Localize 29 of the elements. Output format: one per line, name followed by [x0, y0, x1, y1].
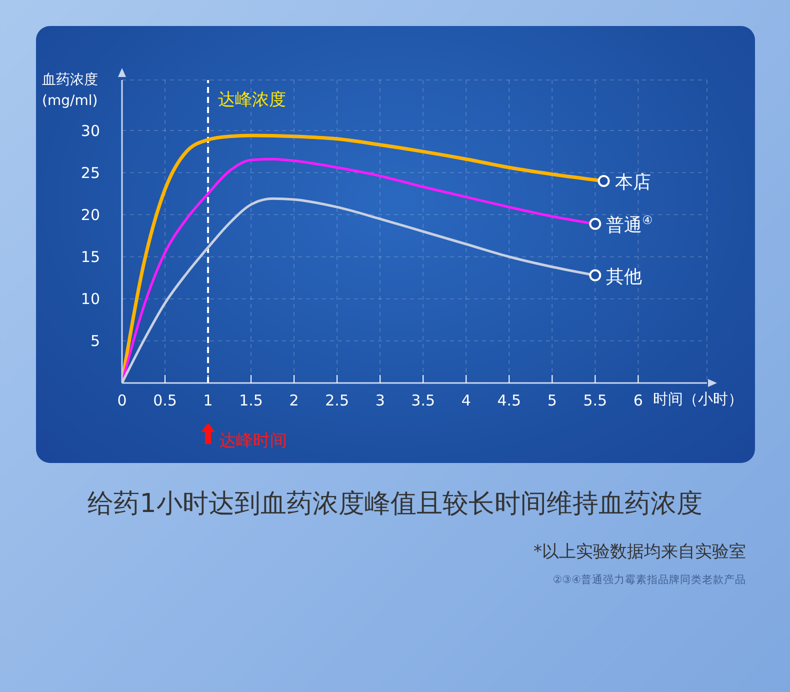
x-tick-label: 1.5 [239, 392, 263, 410]
y-tick-label: 25 [80, 164, 100, 182]
series-label: 其他 [606, 266, 642, 288]
ref-line-label: 达峰浓度 [218, 90, 286, 110]
x-tick-label: 4.5 [497, 392, 522, 410]
x-tick-label: 2 [289, 392, 299, 410]
x-tick-label: 3.5 [411, 392, 436, 410]
x-tick-label: 5 [547, 392, 557, 410]
x-tick-label: 1 [203, 392, 213, 410]
x-tick-label: 3 [375, 392, 385, 410]
y-axis-title: 血药浓度 (mg/ml) [42, 71, 98, 111]
text: ②③④普通强力霉素指品牌同类老款产品 [552, 573, 746, 587]
series-label: 普通$^{④}$ [606, 212, 653, 236]
y-tick-label: 20 [80, 206, 100, 224]
y-tick-label: 15 [80, 248, 100, 266]
text: *以上实验数据均来自实验室 [534, 541, 746, 563]
text: 达峰时间 [219, 431, 288, 451]
x-tick-label: 6 [633, 392, 643, 410]
x-tick-label: 4 [461, 392, 471, 410]
x-tick-label: 2.5 [325, 392, 350, 410]
y-tick-label: 5 [90, 332, 100, 350]
series-label: 本店 [614, 172, 651, 193]
text: 给药1小时达到血药浓度峰值且较长时间维持血药浓度 [86, 488, 704, 521]
x-tick-label: 0 [117, 392, 127, 410]
y-tick-label: 10 [80, 290, 100, 308]
x-tick-label: 0.5 [153, 392, 177, 410]
x-axis-title: 时间（小时） [653, 390, 743, 409]
x-tick-label: 5.5 [583, 392, 608, 410]
y-tick-label: 30 [80, 122, 100, 140]
